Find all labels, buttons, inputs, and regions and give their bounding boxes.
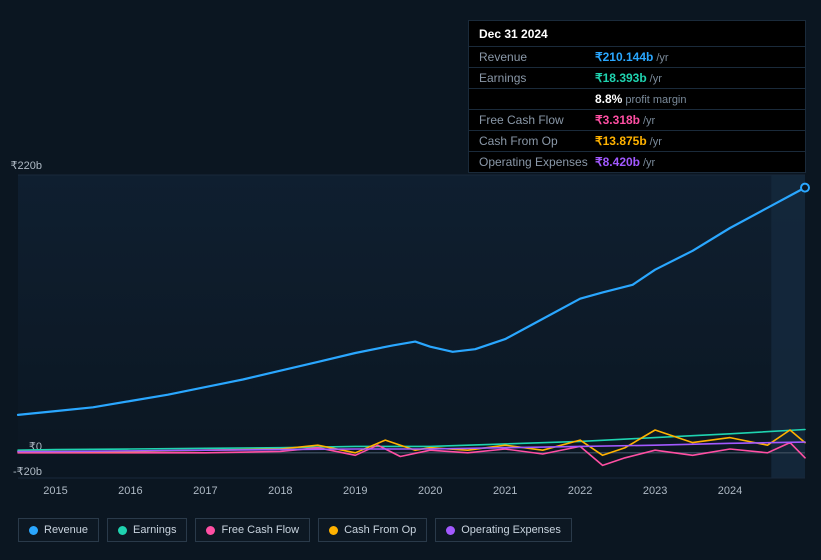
legend-swatch-icon <box>118 526 127 535</box>
legend-item-label: Cash From Op <box>344 524 416 536</box>
tooltip-row: Free Cash Flow₹3.318b/yr <box>469 109 805 130</box>
svg-text:2021: 2021 <box>493 485 517 497</box>
tooltip-row-value: ₹210.144b <box>595 50 653 64</box>
tooltip-title: Dec 31 2024 <box>469 21 805 46</box>
legend-item-earnings[interactable]: Earnings <box>107 518 187 542</box>
tooltip-row-label: Operating Expenses <box>479 155 595 169</box>
tooltip-row-label: Revenue <box>479 50 595 64</box>
tooltip-row-suffix: /yr <box>650 136 662 148</box>
tooltip-row-value: ₹8.420b <box>595 155 640 169</box>
svg-text:2019: 2019 <box>343 485 367 497</box>
legend-swatch-icon <box>329 526 338 535</box>
chart-tooltip: Dec 31 2024 Revenue₹210.144b/yrEarnings₹… <box>468 20 806 173</box>
financials-chart: -₹20b₹0₹220b2015201620172018201920202021… <box>0 0 821 560</box>
legend-item-label: Free Cash Flow <box>221 524 299 536</box>
legend-swatch-icon <box>29 526 38 535</box>
legend-swatch-icon <box>446 526 455 535</box>
svg-text:2017: 2017 <box>193 485 217 497</box>
tooltip-row-suffix: /yr <box>643 115 655 127</box>
svg-text:2024: 2024 <box>718 485 742 497</box>
chart-legend: Revenue Earnings Free Cash Flow Cash From O… <box>18 518 572 542</box>
tooltip-row-suffix: /yr <box>650 73 662 85</box>
tooltip-row-label: Earnings <box>479 71 595 85</box>
svg-text:₹220b: ₹220b <box>11 160 42 172</box>
svg-text:2020: 2020 <box>418 485 442 497</box>
legend-item-opex[interactable]: Operating Expenses <box>435 518 572 542</box>
svg-text:2015: 2015 <box>43 485 67 497</box>
svg-text:2018: 2018 <box>268 485 292 497</box>
tooltip-row-suffix: profit margin <box>625 94 686 106</box>
tooltip-row: Cash From Op₹13.875b/yr <box>469 130 805 151</box>
tooltip-row-label: Free Cash Flow <box>479 113 595 127</box>
tooltip-row: Revenue₹210.144b/yr <box>469 46 805 67</box>
legend-item-label: Revenue <box>44 524 88 536</box>
tooltip-row-value: ₹3.318b <box>595 113 640 127</box>
legend-item-revenue[interactable]: Revenue <box>18 518 99 542</box>
tooltip-row: Operating Expenses₹8.420b/yr <box>469 151 805 172</box>
svg-text:2016: 2016 <box>118 485 142 497</box>
tooltip-row: Earnings₹18.393b/yr <box>469 67 805 88</box>
legend-swatch-icon <box>206 526 215 535</box>
svg-text:2023: 2023 <box>643 485 667 497</box>
tooltip-row-value: ₹13.875b <box>595 134 647 148</box>
tooltip-row-value: 8.8% <box>595 92 622 106</box>
tooltip-row-value: ₹18.393b <box>595 71 647 85</box>
tooltip-row-label: Cash From Op <box>479 134 595 148</box>
tooltip-row: 8.8%profit margin <box>469 88 805 109</box>
legend-item-label: Operating Expenses <box>461 524 561 536</box>
svg-text:2022: 2022 <box>568 485 592 497</box>
legend-item-label: Earnings <box>133 524 176 536</box>
svg-text:-₹20b: -₹20b <box>13 466 42 478</box>
tooltip-row-suffix: /yr <box>656 52 668 64</box>
legend-item-fcf[interactable]: Free Cash Flow <box>195 518 310 542</box>
tooltip-row-suffix: /yr <box>643 157 655 169</box>
legend-item-cfo[interactable]: Cash From Op <box>318 518 427 542</box>
